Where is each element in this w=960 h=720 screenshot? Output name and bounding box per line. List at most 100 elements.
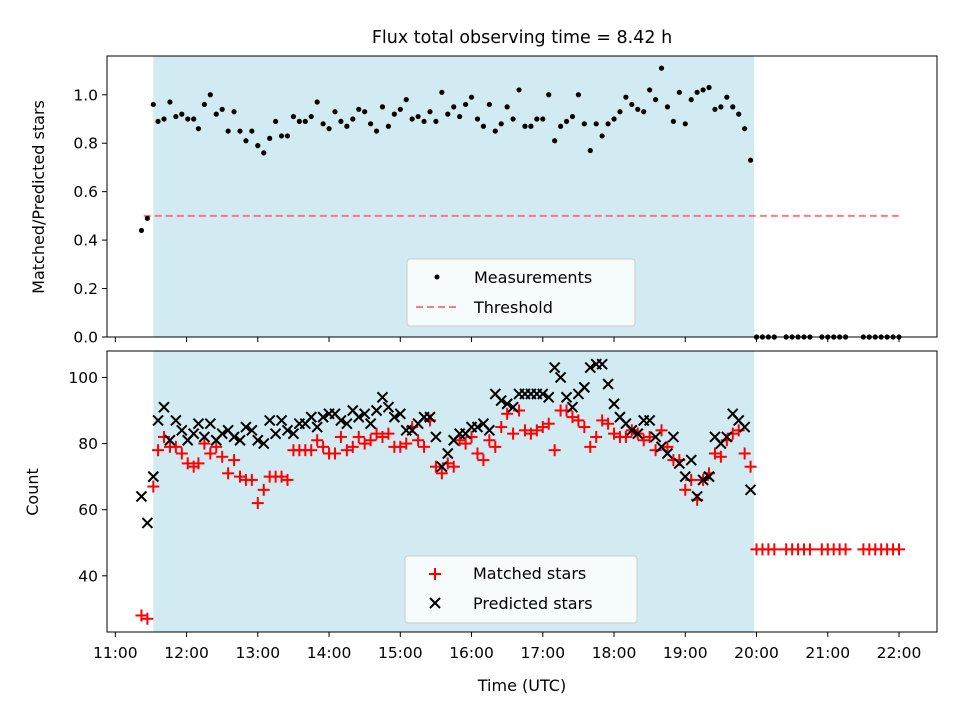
- matched-star-marker: [418, 440, 431, 453]
- measurement-point: [742, 126, 748, 132]
- measurement-point: [670, 118, 676, 125]
- measurement-point: [308, 113, 314, 120]
- top-legend-box: [406, 258, 636, 327]
- legend-matched-label: Matched stars: [473, 564, 586, 583]
- measurement-point: [150, 101, 156, 108]
- predicted-star-marker: [738, 421, 751, 433]
- measurement-point: [736, 111, 742, 117]
- predicted-star-marker: [170, 414, 182, 427]
- measurement-point: [273, 118, 279, 125]
- measurement-point: [332, 109, 338, 115]
- matched-star-marker: [590, 430, 603, 443]
- predicted-star-marker: [228, 431, 240, 443]
- predicted-star-marker: [305, 411, 317, 423]
- measurement-point: [290, 113, 297, 120]
- matched-star-marker: [352, 430, 365, 443]
- predicted-star-marker: [370, 404, 383, 417]
- chart-title: Flux total observing time = 8.42 h: [372, 28, 672, 48]
- predicted-star-marker: [543, 391, 555, 403]
- predicted-star-marker: [578, 381, 591, 394]
- predicted-star-marker: [721, 431, 733, 443]
- x-tick-label: 14:00: [307, 644, 352, 662]
- legend-predicted-label: Predicted stars: [473, 594, 593, 613]
- measurement-point: [219, 106, 225, 112]
- measurement-point: [682, 121, 688, 127]
- measurement-point: [581, 121, 587, 127]
- measurement-point: [421, 118, 427, 125]
- matched-star-marker: [643, 430, 656, 443]
- measurement-point: [284, 133, 291, 139]
- legend-matched-marker: [429, 568, 441, 580]
- predicted-star-marker: [548, 361, 561, 374]
- measurement-point: [718, 104, 724, 110]
- matched-star-marker: [584, 440, 597, 453]
- predicted-star-marker: [560, 391, 573, 403]
- x-tick-label: 18:00: [592, 644, 637, 662]
- y-tick-label: 40: [78, 567, 98, 585]
- x-tick-label: 16:00: [449, 644, 494, 662]
- predicted-star-marker: [234, 434, 246, 446]
- measurement-point: [261, 150, 267, 156]
- x-tick-label: 11:00: [93, 644, 138, 662]
- top-plot-frame: [106, 55, 938, 338]
- predicted-star-marker: [376, 391, 389, 403]
- measurement-point: [314, 99, 320, 105]
- y-tick-label: 0.8: [73, 135, 98, 153]
- matched-star-marker: [679, 483, 692, 496]
- predicted-star-marker: [436, 460, 448, 473]
- predicted-star-marker: [667, 431, 680, 443]
- measurement-point: [457, 113, 463, 120]
- measurements-series: [138, 65, 902, 340]
- predicted-star-marker: [240, 421, 252, 433]
- matched-star-marker: [364, 434, 377, 447]
- predicted-star-marker: [317, 411, 329, 423]
- predicted-star-marker: [311, 421, 323, 433]
- matched-star-marker: [382, 427, 395, 440]
- predicted-star-marker: [358, 408, 371, 420]
- bottom-y-axis-label: Count: [23, 468, 42, 516]
- y-tick-label: 0.4: [73, 232, 98, 250]
- predicted-star-marker: [679, 470, 691, 483]
- measurement-point: [486, 101, 492, 108]
- predicted-star-marker: [141, 517, 154, 529]
- matched-star-marker: [228, 454, 241, 467]
- measurement-point: [504, 104, 510, 110]
- measurement-point: [201, 101, 207, 108]
- x-tick-label: 12:00: [164, 644, 209, 662]
- top-chart: Flux total observing time = 8.42 h 0.00.…: [29, 28, 938, 347]
- measurement-point: [599, 133, 605, 139]
- matched-star-marker: [305, 444, 318, 457]
- predicted-star-marker: [471, 421, 484, 433]
- measurement-point: [338, 118, 344, 125]
- predicted-star-marker: [269, 427, 282, 440]
- measurement-point: [617, 109, 623, 115]
- predicted-star-marker: [643, 414, 656, 427]
- predicted-stars-series: [135, 358, 757, 529]
- measurement-point: [415, 113, 421, 120]
- matched-star-marker: [400, 437, 413, 450]
- measurement-point: [688, 97, 694, 103]
- measurement-point: [326, 126, 332, 132]
- matched-star-marker: [216, 450, 229, 463]
- matched-star-marker: [768, 543, 781, 556]
- predicted-star-marker: [335, 414, 347, 427]
- measurement-point: [356, 106, 362, 112]
- predicted-star-marker: [353, 411, 365, 423]
- measurement-point: [462, 101, 469, 108]
- x-tick-label: 19:00: [663, 644, 708, 662]
- measurement-point: [207, 92, 213, 98]
- y-tick-label: 100: [68, 369, 98, 387]
- matched-star-marker: [483, 434, 496, 447]
- matched-star-marker: [839, 543, 852, 556]
- matched-star-marker: [578, 421, 591, 434]
- measurement-point: [391, 111, 397, 117]
- measurement-point: [694, 89, 700, 95]
- predicted-star-marker: [554, 371, 567, 384]
- x-tick-label: 17:00: [520, 644, 565, 662]
- bottom-legend: Matched stars Predicted stars: [404, 555, 638, 624]
- top-legend: Measurements Threshold: [406, 258, 636, 327]
- top-x-axis: [114, 337, 900, 342]
- y-tick-label: 0.6: [73, 183, 98, 201]
- predicted-star-marker: [341, 418, 353, 430]
